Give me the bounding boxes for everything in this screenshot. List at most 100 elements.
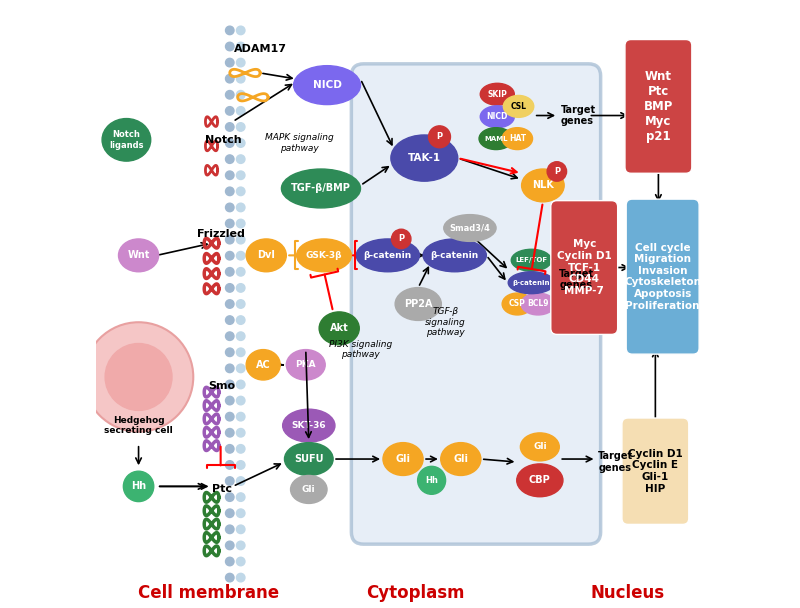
Ellipse shape [319,312,359,345]
Circle shape [237,541,245,550]
Circle shape [226,558,234,566]
Text: Notch: Notch [206,135,242,145]
Text: Myc
Cyclin D1
TCF-1
CD44
MMP-7: Myc Cyclin D1 TCF-1 CD44 MMP-7 [557,240,611,295]
Circle shape [237,219,245,228]
Text: β-catenin: β-catenin [364,251,412,260]
Circle shape [226,42,234,50]
Circle shape [237,155,245,164]
Circle shape [226,26,234,35]
Circle shape [226,139,234,147]
Ellipse shape [479,128,513,150]
FancyBboxPatch shape [625,40,692,173]
Circle shape [547,162,566,181]
Ellipse shape [282,409,335,442]
Text: Target
genes: Target genes [559,269,594,291]
Circle shape [226,396,234,405]
Circle shape [226,348,234,356]
Ellipse shape [286,350,326,380]
Circle shape [226,461,234,469]
Text: HAT: HAT [509,134,526,143]
Circle shape [226,219,234,228]
Ellipse shape [297,239,351,272]
Text: Gli: Gli [454,454,468,464]
Text: P: P [437,133,442,141]
Ellipse shape [517,464,563,497]
Circle shape [226,268,234,276]
Circle shape [226,74,234,83]
Ellipse shape [290,475,327,503]
Text: AC: AC [256,360,270,370]
Circle shape [237,316,245,324]
Circle shape [391,229,411,249]
Ellipse shape [503,95,534,117]
Text: P: P [398,235,404,243]
Text: Notch
ligands: Notch ligands [109,130,144,150]
Ellipse shape [480,83,514,105]
Circle shape [237,348,245,356]
Text: PKA: PKA [295,361,316,369]
Circle shape [226,541,234,550]
Circle shape [237,364,245,373]
FancyBboxPatch shape [622,418,689,524]
Ellipse shape [285,443,333,475]
FancyBboxPatch shape [550,201,618,334]
Text: SUFU: SUFU [294,454,323,464]
Text: Gli: Gli [395,454,410,464]
FancyBboxPatch shape [626,199,699,354]
Circle shape [237,412,245,421]
Text: CSP: CSP [509,300,526,308]
Circle shape [237,268,245,276]
Circle shape [237,461,245,469]
Text: TAK-1: TAK-1 [408,153,441,163]
Circle shape [237,187,245,196]
Circle shape [237,123,245,131]
Circle shape [237,284,245,292]
Circle shape [237,493,245,502]
Text: TGF-β
signaling
pathway: TGF-β signaling pathway [426,307,466,337]
Ellipse shape [246,239,286,272]
Circle shape [237,380,245,389]
Circle shape [226,106,234,115]
Ellipse shape [508,272,554,294]
Text: ADAM17: ADAM17 [234,44,286,54]
Circle shape [237,509,245,517]
Text: Hh: Hh [425,476,438,485]
Text: CSL: CSL [510,102,526,111]
Circle shape [226,525,234,534]
Circle shape [226,364,234,373]
Ellipse shape [391,135,458,181]
Ellipse shape [502,128,533,150]
Circle shape [237,26,245,35]
Ellipse shape [441,443,481,475]
Text: CBP: CBP [529,475,550,485]
Text: PI3K signaling
pathway: PI3K signaling pathway [329,340,392,359]
Circle shape [226,493,234,502]
Ellipse shape [522,169,564,202]
Text: SKIP: SKIP [487,90,507,98]
Circle shape [226,316,234,324]
Text: Gli: Gli [533,443,546,451]
Ellipse shape [282,169,361,208]
Circle shape [418,466,446,494]
Circle shape [226,155,234,164]
Ellipse shape [294,66,361,105]
Circle shape [237,235,245,244]
Circle shape [237,396,245,405]
Ellipse shape [480,106,514,128]
Text: β-catenin: β-catenin [430,251,479,260]
Ellipse shape [356,239,419,272]
Circle shape [237,91,245,99]
Circle shape [105,344,172,410]
Text: Dvl: Dvl [258,250,275,260]
Circle shape [237,477,245,485]
Circle shape [237,203,245,212]
Circle shape [226,203,234,212]
Ellipse shape [502,293,533,315]
Circle shape [237,573,245,582]
Text: NICD: NICD [313,80,342,90]
Text: Nucleus: Nucleus [591,584,665,602]
Circle shape [237,252,245,260]
Text: Wnt
Ptc
BMP
Myc
p21: Wnt Ptc BMP Myc p21 [644,70,673,143]
Text: Hh: Hh [131,482,146,491]
Text: Frizzled: Frizzled [197,229,245,239]
